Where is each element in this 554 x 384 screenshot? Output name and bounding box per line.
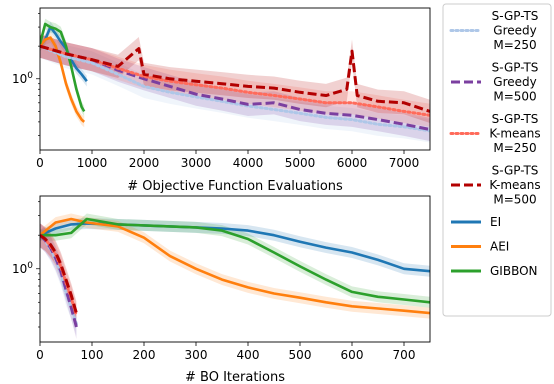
legend-label: K-means [489,178,540,192]
band-3 [40,223,77,336]
legend-label: EI [490,215,501,229]
legend-entry: AEI [451,240,509,254]
legend-label: Greedy [493,24,536,38]
series-line-2 [40,22,86,113]
x-tick: 4000 [233,150,264,170]
x-tick: 7000 [389,150,420,170]
legend-entry: GIBBON [451,264,538,278]
series-line-1 [40,217,430,315]
x-tick-label: 7000 [389,156,420,170]
series-line-2 [40,217,430,304]
legend-label: M=250 [493,141,536,155]
x-tick: 1000 [77,150,108,170]
x-tick: 5000 [285,150,316,170]
series-line-0 [40,25,88,82]
x-tick-label: 300 [185,348,208,362]
band-0 [40,21,87,87]
band-1 [40,213,430,319]
x-tick-label: 700 [393,348,416,362]
band-6 [40,34,430,123]
legend-label: Greedy [493,75,536,89]
legend-label: M=250 [493,38,536,52]
x-tick-label: 5000 [285,156,316,170]
x-tick-label: 6000 [337,156,368,170]
x-tick-label: 600 [341,348,364,362]
legend-label: S-GP-TS [492,112,539,126]
x-tick: 3000 [181,150,212,170]
x-tick-label: 400 [237,348,260,362]
series-line-0 [40,222,430,273]
band-3 [40,34,430,143]
x-tick-label: 3000 [181,156,212,170]
legend-label: S-GP-TS [492,164,539,178]
x-axis-label: # BO Iterations [185,370,285,384]
legend-entry: EI [451,215,501,229]
legend-label: GIBBON [490,264,538,278]
x-tick: 0 [36,150,44,170]
x-tick: 400 [237,342,260,362]
x-tick: 0 [36,342,44,362]
legend-label: S-GP-TS [492,9,539,23]
x-tick: 100 [81,342,104,362]
bottom-panel: 0 100 200 300 400 500 600 700 100 # BO Iterations [12,195,431,384]
x-tick: 700 [393,342,416,362]
x-tick: 300 [185,342,208,362]
x-tick-label: 0 [36,156,44,170]
x-tick: 500 [289,342,312,362]
x-tick-label: 1000 [77,156,108,170]
x-tick: 200 [133,342,156,362]
plot-area [40,213,430,339]
series-line-1 [40,36,86,123]
y-tick-label: 100 [12,261,33,276]
x-tick-label: 2000 [129,156,160,170]
legend: S-GP-TSGreedyM=250S-GP-TSGreedyM=500S-GP… [442,3,552,317]
x-tick-label: 200 [133,348,156,362]
series-line-6 [40,44,430,113]
legend-label: M=500 [493,193,536,207]
band-5 [40,34,430,127]
x-tick-label: 100 [81,348,104,362]
plot-area [40,18,430,143]
legend-label: K-means [489,127,540,141]
band-4 [40,223,77,339]
legend-label: S-GP-TS [492,61,539,75]
x-tick: 600 [341,342,364,362]
x-tick-label: 4000 [233,156,264,170]
legend-label: M=500 [493,90,536,104]
series-line-6 [40,233,78,314]
series-line-3 [40,44,430,133]
top-panel: 0 1000 2000 3000 4000 5000 6000 7000 100 # Object… [12,7,431,194]
x-tick-label: 500 [289,348,312,362]
x-tick: 2000 [129,150,160,170]
legend-label: AEI [490,240,509,254]
y-tick-label: 100 [12,71,33,86]
band-2 [40,213,430,308]
x-tick-label: 0 [36,348,44,362]
x-axis-label: # Objective Function Evaluations [127,179,343,194]
x-tick: 6000 [337,150,368,170]
